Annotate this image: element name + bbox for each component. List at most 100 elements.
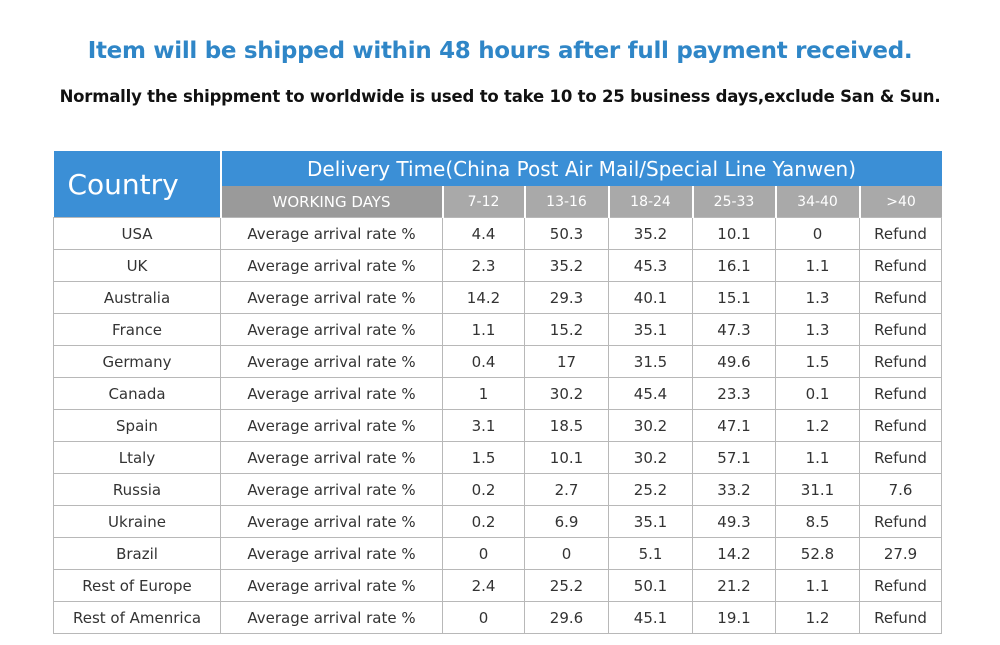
rate-value-cell: 0.4: [442, 345, 525, 378]
rate-value-cell: 2.4: [442, 569, 525, 602]
rate-value-cell: 1.2: [775, 601, 860, 634]
delivery-time-table: Country Delivery Time(China Post Air Mai…: [53, 151, 943, 634]
rate-value-cell: 3.1: [442, 409, 525, 442]
shipping-subline: Normally the shippment to worldwide is u…: [59, 87, 941, 106]
country-header: Country: [53, 151, 222, 218]
rate-value-cell: 21.2: [692, 569, 776, 602]
country-cell: Canada: [53, 377, 221, 410]
country-cell: Germany: [53, 345, 221, 378]
rate-value-cell: 1.3: [775, 281, 860, 314]
rate-value-cell: 30.2: [608, 409, 693, 442]
range-header: >40: [858, 186, 942, 218]
rate-value-cell: 15.1: [692, 281, 776, 314]
rate-value-cell: 0: [442, 601, 525, 634]
country-cell: Brazil: [53, 537, 221, 570]
rate-value-cell: 49.3: [692, 505, 776, 538]
country-cell: Australia: [53, 281, 221, 314]
rate-value-cell: 50.3: [524, 217, 609, 250]
metric-label-cell: Average arrival rate %: [220, 505, 443, 538]
rate-value-cell: 35.2: [608, 217, 693, 250]
rate-value-cell: 1.1: [775, 569, 860, 602]
rate-value-cell: 19.1: [692, 601, 776, 634]
rate-value-cell: 47.1: [692, 409, 776, 442]
metric-label-cell: Average arrival rate %: [220, 569, 443, 602]
country-cell: Russia: [53, 473, 221, 506]
rate-value-cell: 29.6: [524, 601, 609, 634]
rate-value-cell: Refund: [858, 409, 943, 442]
rate-value-cell: 35.2: [524, 249, 609, 282]
rate-value-cell: 47.3: [692, 313, 776, 346]
rate-value-cell: 1.1: [775, 249, 860, 282]
rate-value-cell: 7.6: [858, 473, 943, 506]
rate-value-cell: 31.5: [608, 345, 693, 378]
rate-value-cell: 0: [442, 537, 525, 570]
country-cell: Rest of Europe: [53, 569, 221, 602]
rate-value-cell: 2.7: [524, 473, 609, 506]
rate-value-cell: 1.1: [775, 441, 860, 474]
metric-label-cell: Average arrival rate %: [220, 281, 443, 314]
rate-value-cell: Refund: [858, 505, 943, 538]
table-row: Germany Average arrival rate % 0.4 17 31.5 49…: [53, 345, 943, 378]
rate-value-cell: 35.1: [608, 313, 693, 346]
country-cell: UK: [53, 249, 221, 282]
rate-value-cell: Refund: [858, 377, 943, 410]
table-row: Russia Average arrival rate % 0.2 2.7 25.2 33…: [53, 473, 943, 506]
rate-value-cell: 30.2: [608, 441, 693, 474]
rate-value-cell: 0.1: [775, 377, 860, 410]
rate-value-cell: 45.4: [608, 377, 693, 410]
country-cell: Spain: [53, 409, 221, 442]
rate-value-cell: Refund: [858, 441, 943, 474]
rate-value-cell: 14.2: [692, 537, 776, 570]
rate-value-cell: 8.5: [775, 505, 860, 538]
working-days-header: WORKING DAYS: [219, 186, 443, 218]
metric-label-cell: Average arrival rate %: [220, 473, 443, 506]
rate-value-cell: 50.1: [608, 569, 693, 602]
rate-value-cell: 25.2: [524, 569, 609, 602]
rate-value-cell: 33.2: [692, 473, 776, 506]
rate-value-cell: 30.2: [524, 377, 609, 410]
table-row: Rest of Amenrica Average arrival rate % 0 2…: [53, 601, 943, 634]
rate-value-cell: 1.3: [775, 313, 860, 346]
rate-value-cell: 23.3: [692, 377, 776, 410]
metric-label-cell: Average arrival rate %: [220, 409, 443, 442]
table-row: Canada Average arrival rate % 1 30.2 45.4 23.…: [53, 377, 943, 410]
range-header: 18-24: [607, 186, 693, 218]
rate-value-cell: 25.2: [608, 473, 693, 506]
metric-label-cell: Average arrival rate %: [220, 537, 443, 570]
country-cell: Rest of Amenrica: [53, 601, 221, 634]
table-row: Ltaly Average arrival rate % 1.5 10.1 30.2 57…: [53, 441, 943, 474]
metric-label-cell: Average arrival rate %: [220, 345, 443, 378]
rate-value-cell: 10.1: [524, 441, 609, 474]
range-header: 13-16: [523, 186, 609, 218]
rate-value-cell: 18.5: [524, 409, 609, 442]
rate-value-cell: 0.2: [442, 505, 525, 538]
metric-label-cell: Average arrival rate %: [220, 601, 443, 634]
table-row: France Average arrival rate % 1.1 15.2 35.1 4…: [53, 313, 943, 346]
rate-value-cell: Refund: [858, 569, 943, 602]
table-row: UK Average arrival rate % 2.3 35.2 45.3 16.1 1…: [53, 249, 943, 282]
rate-value-cell: 14.2: [442, 281, 525, 314]
table-row: USA Average arrival rate % 4.4 50.3 35.2 10.1…: [53, 217, 943, 250]
table-row: Ukraine Average arrival rate % 0.2 6.9 35.1 4…: [53, 505, 943, 538]
country-cell: Ukraine: [53, 505, 221, 538]
range-header: 25-33: [691, 186, 776, 218]
rate-value-cell: 10.1: [692, 217, 776, 250]
table-row: Spain Average arrival rate % 3.1 18.5 30.2 47…: [53, 409, 943, 442]
rate-value-cell: 5.1: [608, 537, 693, 570]
rate-value-cell: 6.9: [524, 505, 609, 538]
rate-value-cell: Refund: [858, 345, 943, 378]
delivery-time-header: Delivery Time(China Post Air Mail/Specia…: [220, 151, 942, 187]
rate-value-cell: 0.2: [442, 473, 525, 506]
range-header: 7-12: [441, 186, 525, 218]
country-cell: Ltaly: [53, 441, 221, 474]
rate-value-cell: 2.3: [442, 249, 525, 282]
range-header: 34-40: [774, 186, 860, 218]
metric-label-cell: Average arrival rate %: [220, 313, 443, 346]
country-cell: USA: [53, 217, 221, 250]
rate-value-cell: 1.5: [442, 441, 525, 474]
table-row: Rest of Europe Average arrival rate % 2.4 2…: [53, 569, 943, 602]
rate-value-cell: Refund: [858, 601, 943, 634]
rate-value-cell: 17: [524, 345, 609, 378]
table-row: Australia Average arrival rate % 14.2 29.3 4…: [53, 281, 943, 314]
rate-value-cell: 35.1: [608, 505, 693, 538]
